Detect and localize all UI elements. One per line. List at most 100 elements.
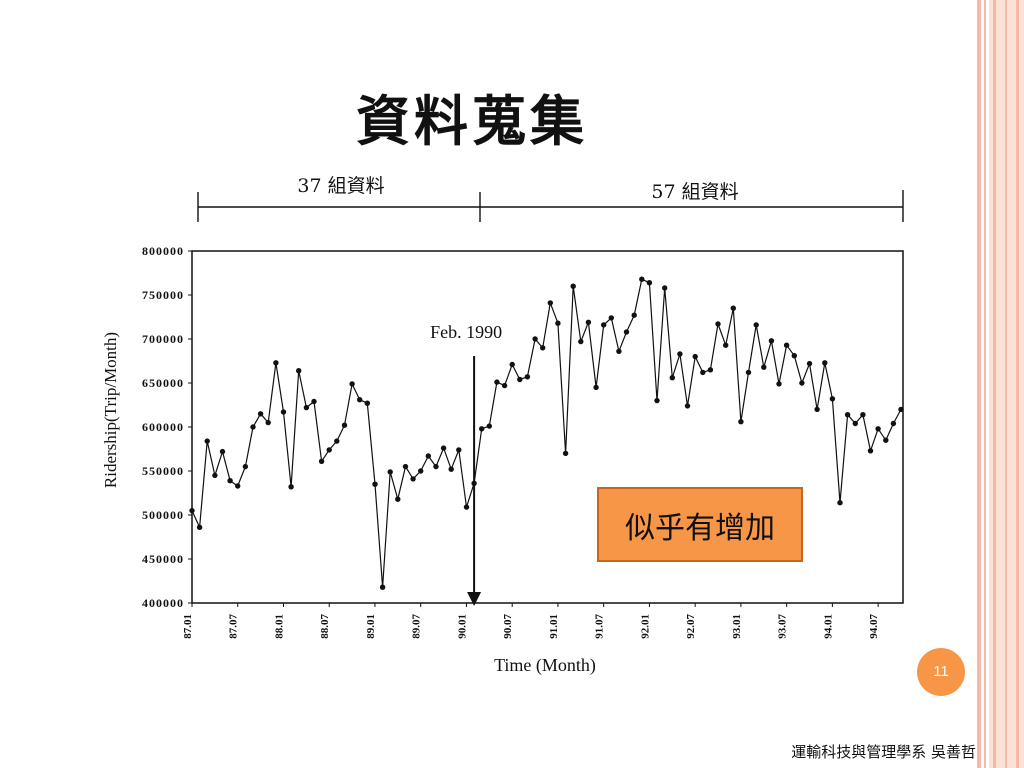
data-point [303,404,310,411]
data-point [616,348,622,354]
data-point [372,481,378,487]
data-point [463,504,470,510]
data-point [860,412,866,418]
side-stripe [1016,0,1019,768]
side-decoration [977,0,1024,768]
page-number-text: 11 [933,663,949,680]
data-point [357,397,363,403]
x-axis-ticks: 87.01 87.07 88.01 88.07 89.01 89.07 90.01 90.07… [182,603,880,639]
side-stripe [977,0,981,768]
data-point [593,384,599,391]
annotation-arrow-head [467,592,482,606]
data-point [425,453,431,459]
x-tick-label: 93.07 [777,614,789,639]
y-tick-label: 650000 [142,376,184,390]
y-axis-label: Ridership(Trip/Month) [101,332,120,488]
data-point [448,466,454,472]
data-point [883,437,889,443]
data-point [494,379,500,385]
data-point [852,420,858,427]
data-point [288,484,294,490]
data-point [196,524,203,530]
data-point [547,300,553,306]
data-point [227,478,233,484]
data-point [296,368,302,374]
data-point [829,396,836,402]
x-tick-label: 92.01 [639,614,651,639]
data-point [410,476,416,482]
x-tick-label: 89.01 [365,614,377,639]
series-line [191,278,902,588]
y-axis-ticks: 800000 750000 700000 650000 600000 550000 5000… [142,244,192,610]
data-point [265,419,271,426]
data-point [753,322,759,328]
data-point [280,409,287,415]
data-point [456,447,462,453]
data-point [257,411,264,417]
data-point [517,376,523,383]
data-points [189,276,904,590]
data-point [402,463,409,470]
data-point [837,500,843,506]
data-point [532,336,538,342]
segment-brackets [197,190,904,222]
data-point [204,438,210,444]
x-tick-label: 89.07 [411,614,423,639]
data-point [570,283,576,289]
data-point [646,280,653,286]
data-point [540,345,546,351]
side-stripe [993,0,996,768]
y-tick-label: 450000 [142,552,184,566]
data-point [844,412,851,418]
data-point [768,338,775,344]
y-tick-label: 750000 [142,288,184,302]
x-tick-label: 94.07 [868,614,880,639]
x-axis-label: Time (Month) [494,655,596,676]
data-point [601,322,607,328]
y-tick-label: 550000 [142,464,184,478]
data-point [654,397,660,404]
data-point [631,312,637,318]
data-point [235,483,241,489]
data-point [562,450,569,457]
data-point [189,507,195,514]
data-point [242,463,249,470]
callout-box: 似乎有增加 [597,487,803,562]
data-point [250,424,256,430]
data-point [677,351,683,357]
data-point [440,445,447,451]
x-tick-label: 88.01 [273,614,285,639]
data-point [783,342,790,348]
data-point [669,375,675,381]
data-point [318,458,325,464]
data-point [524,374,531,380]
y-tick-label: 400000 [142,596,184,610]
data-point [623,329,630,335]
data-point [700,369,706,376]
annotation-arrow: Feb. 1990 [430,322,502,606]
data-point [715,321,721,327]
data-point [799,380,805,386]
data-point [349,381,355,387]
data-point [395,496,401,502]
data-point [730,305,736,311]
data-point [334,438,340,444]
side-stripe [1005,0,1007,768]
data-point [867,448,874,454]
data-point [212,472,218,479]
x-tick-label: 92.07 [685,614,697,639]
x-tick-label: 88.07 [319,614,331,639]
footer-text: 運輸科技與管理學系 吳善哲 [791,743,976,761]
data-point [707,367,714,373]
data-point [806,360,813,367]
page-number-badge: 11 [917,648,965,696]
data-point [379,584,386,590]
data-point [578,338,584,345]
data-point [418,468,424,474]
y-tick-label: 800000 [142,244,184,258]
x-tick-label: 91.01 [548,614,560,639]
x-tick-label: 90.07 [502,614,514,639]
segment-label-first: 37 組資料 [297,175,385,197]
data-point [738,419,744,425]
